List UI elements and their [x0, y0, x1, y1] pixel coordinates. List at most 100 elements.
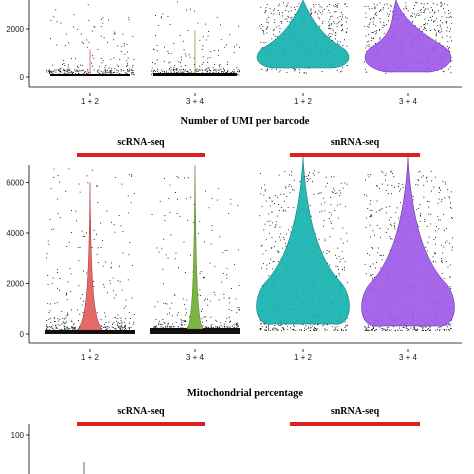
data-point	[329, 18, 331, 20]
data-point	[78, 326, 80, 328]
data-point	[299, 72, 301, 74]
data-point	[61, 311, 63, 312]
data-point	[332, 30, 334, 32]
data-point	[277, 329, 279, 331]
data-point	[378, 247, 379, 249]
data-point	[389, 250, 391, 251]
data-point	[379, 29, 380, 31]
data-point	[127, 69, 128, 71]
data-point	[439, 330, 440, 331]
data-point	[151, 70, 152, 72]
data-point	[132, 65, 134, 66]
data-point	[156, 247, 158, 249]
data-point	[430, 17, 432, 18]
data-point	[376, 30, 377, 32]
data-point	[372, 274, 374, 275]
data-point	[406, 8, 408, 10]
data-point	[208, 31, 209, 32]
data-point	[122, 230, 124, 232]
data-point	[155, 319, 157, 320]
data-point	[236, 322, 238, 324]
data-point	[261, 187, 262, 189]
data-point	[177, 1, 178, 3]
data-point	[346, 6, 348, 8]
data-point	[393, 326, 394, 328]
data-point	[422, 326, 424, 328]
data-point	[450, 328, 452, 330]
data-point	[398, 185, 399, 187]
data-point	[153, 49, 155, 51]
data-point	[67, 326, 68, 328]
data-point	[170, 71, 172, 73]
data-point	[68, 328, 70, 330]
data-point	[285, 233, 287, 235]
data-point	[382, 183, 383, 185]
data-point	[80, 297, 82, 299]
data-point	[278, 323, 280, 325]
data-point	[372, 329, 373, 331]
data-point	[380, 21, 381, 23]
data-point	[373, 328, 374, 329]
data-point	[180, 71, 181, 73]
data-point	[78, 73, 79, 74]
data-point	[324, 329, 326, 331]
data-point	[64, 70, 66, 72]
data-point	[403, 8, 405, 10]
data-point	[450, 72, 452, 74]
data-point	[52, 64, 54, 66]
data-point	[182, 40, 184, 42]
data-point	[111, 221, 112, 223]
data-point	[281, 22, 283, 24]
data-point	[124, 325, 126, 327]
data-point	[67, 73, 69, 75]
data-point	[344, 39, 345, 41]
data-point	[124, 72, 126, 73]
data-point	[319, 211, 321, 213]
data-point	[219, 64, 221, 66]
data-point	[216, 326, 218, 327]
data-point	[416, 2, 418, 4]
data-point	[329, 27, 331, 29]
data-point	[260, 193, 262, 195]
data-point	[292, 68, 294, 69]
data-point	[189, 72, 191, 74]
data-point	[220, 325, 222, 327]
data-point	[107, 292, 108, 294]
data-point	[117, 318, 119, 319]
data-point	[368, 26, 370, 28]
data-point	[65, 328, 67, 330]
data-point	[369, 216, 371, 217]
data-point	[412, 21, 414, 23]
data-point	[65, 294, 67, 296]
data-point	[223, 71, 225, 73]
data-point	[367, 325, 369, 327]
data-point	[425, 327, 427, 328]
data-point	[175, 252, 177, 254]
data-point	[67, 70, 69, 72]
data-point	[236, 324, 238, 326]
data-point	[277, 252, 279, 254]
data-point	[424, 24, 425, 25]
data-point	[335, 275, 337, 277]
data-point	[423, 6, 425, 8]
data-point	[210, 316, 212, 318]
data-point	[341, 24, 343, 26]
data-point	[237, 68, 239, 70]
data-point	[131, 72, 132, 74]
data-point	[80, 70, 82, 72]
data-point	[190, 254, 191, 256]
data-point	[97, 247, 99, 249]
data-point	[101, 327, 103, 329]
data-point	[286, 72, 288, 73]
data-point	[72, 73, 73, 75]
violin-3-4-snrna	[361, 157, 455, 327]
data-point	[335, 33, 337, 35]
data-point	[263, 229, 265, 231]
data-point	[450, 323, 452, 325]
data-point	[394, 186, 395, 188]
data-point	[373, 16, 374, 18]
data-point	[320, 203, 322, 205]
data-point	[420, 8, 422, 10]
data-point	[369, 22, 371, 24]
data-point	[425, 23, 426, 25]
